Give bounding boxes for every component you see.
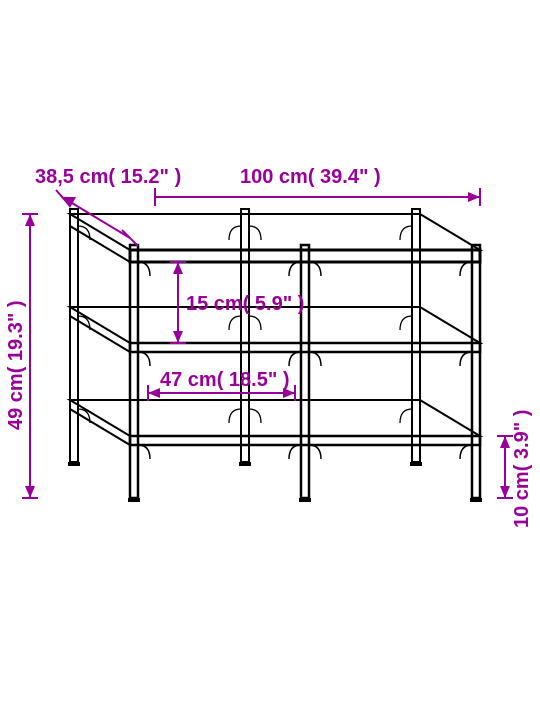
dimension-diagram: 38,5 cm( 15.2" ) 100 cm( 39.4" ) 15 cm( … xyxy=(0,0,540,720)
label-shelf-gap: 15 cm( 5.9" ) xyxy=(186,293,304,315)
label-height: 49 cm( 19.3" ) xyxy=(5,300,27,430)
furniture-shelf xyxy=(68,209,482,502)
dimension-labels: 38,5 cm( 15.2" ) 100 cm( 39.4" ) 15 cm( … xyxy=(5,166,533,528)
label-depth: 38,5 cm( 15.2" ) xyxy=(35,166,181,188)
label-inner-width: 47 cm( 18.5" ) xyxy=(160,369,290,391)
label-leg-height: 10 cm( 3.9" ) xyxy=(511,410,533,528)
label-width: 100 cm( 39.4" ) xyxy=(240,166,381,188)
